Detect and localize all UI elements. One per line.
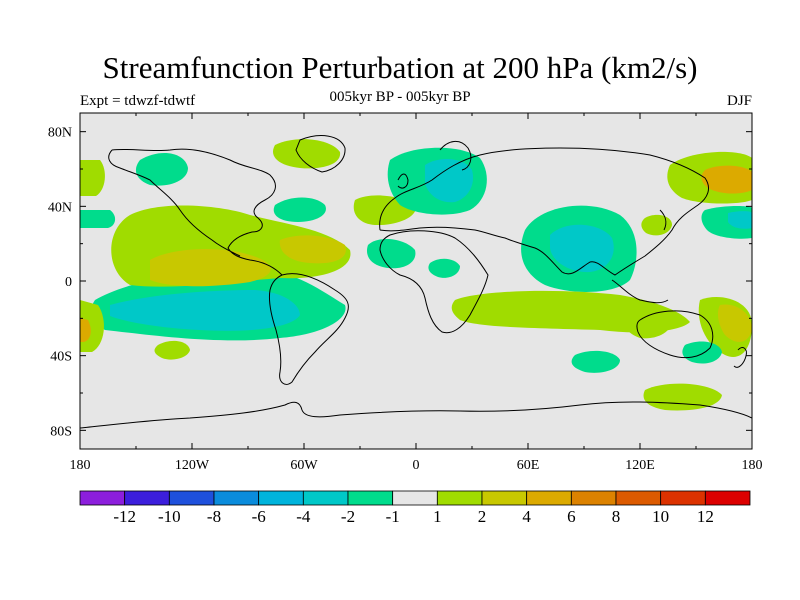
- colorbar-label: -8: [207, 507, 221, 526]
- neg-contour-europe-core: [425, 158, 474, 203]
- colorbar-label: -6: [252, 507, 266, 526]
- pos-contour-north-pacific-east-core: [701, 165, 752, 194]
- colorbar-label: 10: [652, 507, 669, 526]
- plot-subtitle: 005kyr BP - 005kyr BP: [329, 89, 471, 105]
- colorbar-label: 1: [433, 507, 442, 526]
- neg-contour-north-america: [273, 197, 326, 222]
- colorbar-label: -4: [296, 507, 311, 526]
- coastlines: [80, 135, 752, 429]
- coast-antarctica: [80, 401, 752, 429]
- coast-south-america: [269, 273, 349, 385]
- lat-tick-label: 40N: [48, 200, 72, 215]
- colorbar-swatch: [615, 490, 662, 506]
- colorbar: -12 -10 -8 -6 -4 -2 -1 1 2 4 6 8 10 12: [79, 490, 751, 526]
- colorbar-swatch: [302, 490, 349, 506]
- colorbar-label: 8: [612, 507, 621, 526]
- colorbar-swatch: [392, 490, 438, 506]
- neg-contour-asia-core: [550, 224, 614, 273]
- colorbar-label: 4: [522, 507, 531, 526]
- season-label: DJF: [726, 93, 752, 109]
- pos-contour-greenland: [272, 139, 341, 169]
- colorbar-swatch: [570, 490, 617, 506]
- pos-contour-caribbean: [279, 235, 346, 264]
- longitude-axis: 180 120W 60W 0 60E 120E 180: [70, 113, 763, 473]
- latitude-axis: 80N 40N 0 40S 80S: [48, 126, 752, 439]
- lon-tick-label: 120E: [625, 458, 655, 473]
- pos-contour-east-pacific-core: [150, 248, 271, 287]
- pos-contour-left-edge-north: [80, 160, 105, 196]
- colorbar-label: 12: [697, 507, 714, 526]
- colorbar-label: 2: [478, 507, 487, 526]
- neg-contour-south-pacific-core: [110, 290, 300, 331]
- pos-contour-south-pacific-east: [154, 340, 190, 360]
- neg-contour-south-pacific-west: [682, 341, 722, 364]
- colorbar-swatch: [704, 490, 751, 506]
- pos-contour-australia: [623, 308, 672, 339]
- lon-tick-label: 120W: [175, 458, 210, 473]
- coast-uk-scandinavia: [397, 141, 472, 189]
- coast-north-america: [108, 148, 283, 276]
- neg-contour-south-indian: [571, 350, 620, 373]
- coast-eurasia: [379, 147, 709, 276]
- neg-contour-africa: [366, 238, 416, 269]
- colorbar-label: -1: [386, 507, 400, 526]
- coast-africa: [379, 230, 489, 334]
- pos-contour-left-edge-south-core: [80, 318, 91, 342]
- lon-tick-label: 180: [742, 458, 763, 473]
- lat-tick-label: 40S: [50, 350, 72, 365]
- colorbar-swatch: [436, 490, 483, 506]
- coast-greenland: [295, 135, 346, 173]
- neg-contour-alaska: [135, 153, 188, 186]
- lon-tick-label: 180: [70, 458, 91, 473]
- neg-contour-north-pacific-east-core: [728, 211, 752, 229]
- colorbar-swatch: [213, 490, 260, 506]
- colorbar-swatch: [660, 490, 706, 506]
- pos-contour-east-australia-core: [717, 304, 752, 342]
- lon-tick-label: 60W: [290, 458, 318, 473]
- colorbar-label: -10: [158, 507, 181, 526]
- neg-contour-left-edge: [80, 210, 116, 228]
- colorbar-swatch: [258, 490, 304, 506]
- colorbar-label: 6: [567, 507, 576, 526]
- contour-fields: [80, 139, 752, 411]
- coast-japan: [659, 209, 667, 231]
- colorbar-label: -2: [341, 507, 355, 526]
- experiment-label: Expt = tdwzf-tdwtf: [80, 93, 196, 109]
- lat-tick-label: 0: [65, 275, 72, 290]
- lon-tick-label: 60E: [517, 458, 540, 473]
- colorbar-swatch: [124, 490, 170, 506]
- colorbar-label: -12: [113, 507, 136, 526]
- colorbar-swatch: [347, 490, 394, 506]
- lon-tick-label: 0: [413, 458, 420, 473]
- coast-southeast-asia: [611, 279, 669, 304]
- pos-contour-southern-ocean: [643, 383, 722, 411]
- neg-contour-west-africa: [428, 258, 460, 278]
- plot-title: Streamfunction Perturbation at 200 hPa (…: [102, 50, 698, 85]
- colorbar-swatch: [168, 490, 215, 506]
- colorbar-swatch: [481, 490, 528, 506]
- coast-australia: [636, 310, 714, 359]
- lat-tick-label: 80N: [48, 126, 72, 141]
- pos-contour-japan: [641, 214, 672, 236]
- lat-tick-label: 80S: [50, 424, 72, 439]
- colorbar-swatch: [79, 490, 126, 506]
- colorbar-swatch: [526, 490, 572, 506]
